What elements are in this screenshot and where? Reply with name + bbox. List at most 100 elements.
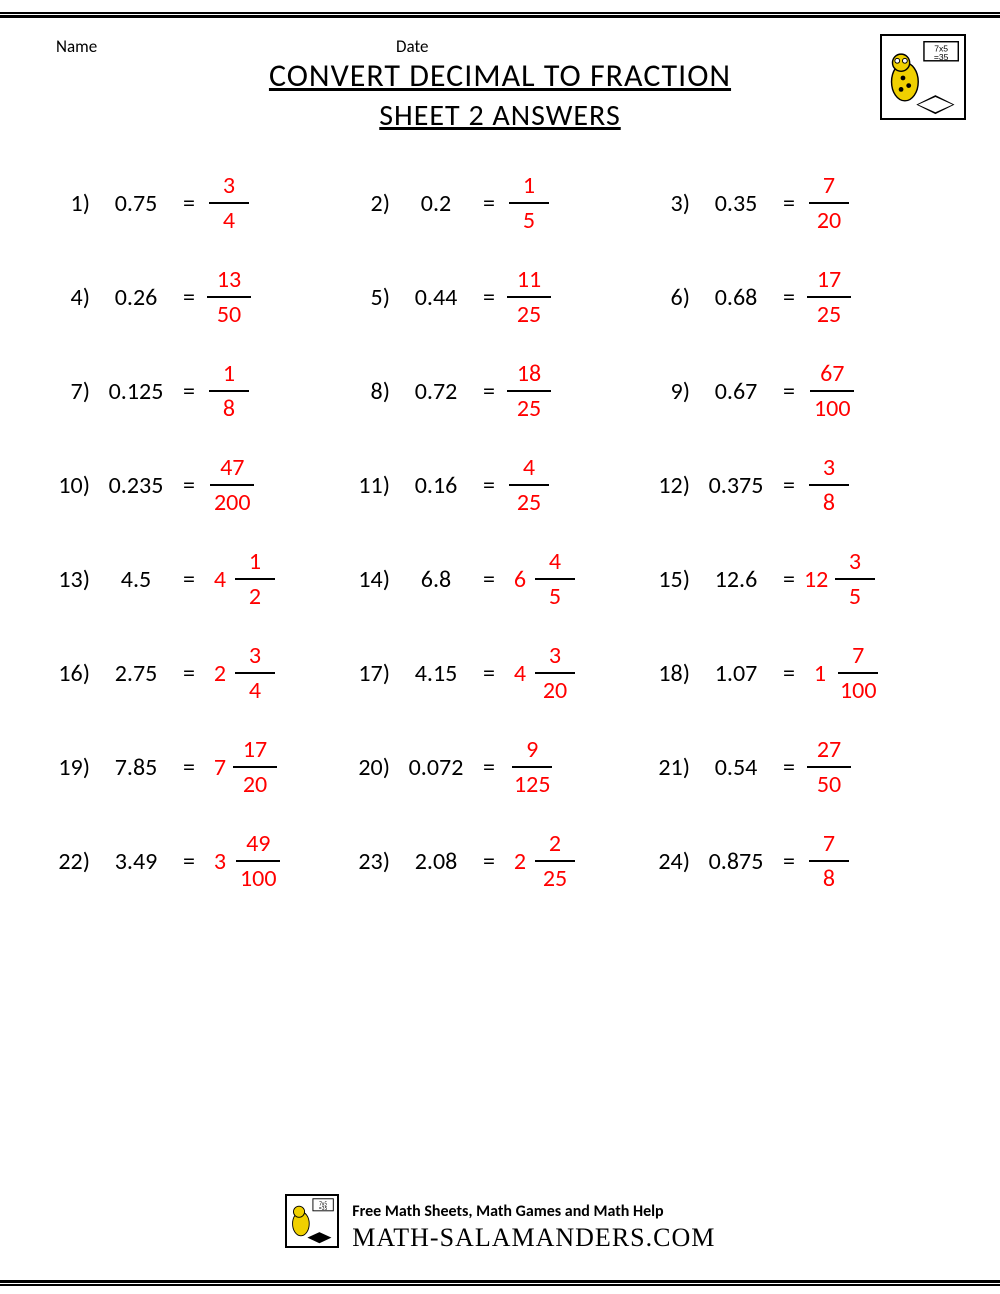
decimal-value: 0.235 bbox=[98, 471, 174, 500]
whole-part: 2 bbox=[204, 659, 230, 688]
problem: 18)1.07=17100 bbox=[650, 641, 950, 705]
fraction: 49100 bbox=[230, 829, 287, 893]
date-label: Date bbox=[396, 36, 428, 57]
problem: 21)0.54=2750 bbox=[650, 735, 950, 799]
problem-row: 4)0.26=13505)0.44=11256)0.68=1725 bbox=[50, 264, 950, 330]
decimal-value: 2.08 bbox=[398, 847, 474, 876]
denominator: 25 bbox=[507, 486, 551, 517]
problem-number: 12) bbox=[650, 471, 698, 500]
denominator: 25 bbox=[507, 392, 551, 423]
problem-row: 19)7.85=7172020)0.072=912521)0.54=2750 bbox=[50, 734, 950, 800]
denominator: 5 bbox=[835, 580, 875, 611]
problem-row: 13)4.5=41214)6.8=64515)12.6=1235 bbox=[50, 546, 950, 612]
problem: 20)0.072=9125 bbox=[350, 735, 650, 799]
denominator: 20 bbox=[533, 674, 577, 705]
denominator: 8 bbox=[209, 392, 249, 423]
footer-line-1: Free Math Sheets, Math Games and Math He… bbox=[352, 1202, 715, 1221]
problem-number: 3) bbox=[650, 189, 698, 218]
whole-part: 4 bbox=[204, 565, 230, 594]
numerator: 4 bbox=[509, 453, 549, 486]
numerator: 2 bbox=[535, 829, 575, 862]
equals-sign: = bbox=[474, 565, 504, 594]
fraction: 67100 bbox=[804, 359, 861, 423]
top-border bbox=[0, 12, 1000, 18]
footer-text: Free Math Sheets, Math Games and Math He… bbox=[352, 1202, 715, 1253]
problem-number: 23) bbox=[350, 847, 398, 876]
svg-text:=35: =35 bbox=[319, 1206, 328, 1212]
fraction: 1125 bbox=[504, 265, 554, 329]
problem-number: 20) bbox=[350, 753, 398, 782]
equals-sign: = bbox=[174, 847, 204, 876]
whole-part: 1 bbox=[804, 659, 830, 688]
whole-part: 3 bbox=[204, 847, 230, 876]
denominator: 50 bbox=[207, 298, 251, 329]
problem-number: 14) bbox=[350, 565, 398, 594]
decimal-value: 0.072 bbox=[398, 753, 474, 782]
problem: 5)0.44=1125 bbox=[350, 265, 650, 329]
problem: 24)0.875=78 bbox=[650, 829, 950, 893]
fraction: 35 bbox=[830, 547, 880, 611]
decimal-value: 0.26 bbox=[98, 283, 174, 312]
problem: 10)0.235=47200 bbox=[50, 453, 350, 517]
numerator: 1 bbox=[235, 547, 275, 580]
problem-number: 5) bbox=[350, 283, 398, 312]
equals-sign: = bbox=[774, 283, 804, 312]
title-line-1: CONVERT DECIMAL TO FRACTION bbox=[0, 56, 1000, 95]
problem: 6)0.68=1725 bbox=[650, 265, 950, 329]
numerator: 11 bbox=[507, 265, 551, 298]
decimal-value: 4.5 bbox=[98, 565, 174, 594]
fraction: 18 bbox=[204, 359, 254, 423]
numerator: 3 bbox=[809, 453, 849, 486]
problem-number: 6) bbox=[650, 283, 698, 312]
equals-sign: = bbox=[774, 377, 804, 406]
denominator: 20 bbox=[807, 204, 851, 235]
problem: 19)7.85=71720 bbox=[50, 735, 350, 799]
problem: 2)0.2=15 bbox=[350, 171, 650, 235]
decimal-value: 0.68 bbox=[698, 283, 774, 312]
numerator: 9 bbox=[512, 735, 552, 768]
problem: 17)4.15=4320 bbox=[350, 641, 650, 705]
decimal-value: 0.75 bbox=[98, 189, 174, 218]
footer-line-2: MATH-SALAMANDERS.COM bbox=[352, 1223, 715, 1253]
problem-number: 22) bbox=[50, 847, 98, 876]
title-block: CONVERT DECIMAL TO FRACTION SHEET 2 ANSW… bbox=[0, 56, 1000, 134]
problem-number: 19) bbox=[50, 753, 98, 782]
numerator: 7 bbox=[809, 171, 849, 204]
fraction: 47200 bbox=[204, 453, 261, 517]
denominator: 100 bbox=[830, 674, 887, 705]
fraction: 225 bbox=[530, 829, 580, 893]
problem-number: 13) bbox=[50, 565, 98, 594]
whole-part: 6 bbox=[504, 565, 530, 594]
footer-salamander-logo: 7x5 =35 bbox=[285, 1194, 339, 1248]
denominator: 20 bbox=[233, 768, 277, 799]
denominator: 100 bbox=[230, 862, 287, 893]
equals-sign: = bbox=[174, 283, 204, 312]
problem-row: 10)0.235=4720011)0.16=42512)0.375=38 bbox=[50, 452, 950, 518]
title-line-2: SHEET 2 ANSWERS bbox=[0, 97, 1000, 134]
problem-number: 17) bbox=[350, 659, 398, 688]
denominator: 5 bbox=[535, 580, 575, 611]
decimal-value: 4.15 bbox=[398, 659, 474, 688]
numerator: 17 bbox=[233, 735, 277, 768]
equals-sign: = bbox=[174, 565, 204, 594]
fraction: 2750 bbox=[804, 735, 854, 799]
denominator: 25 bbox=[807, 298, 851, 329]
whole-part: 12 bbox=[804, 565, 830, 594]
numerator: 1 bbox=[509, 171, 549, 204]
problem-number: 15) bbox=[650, 565, 698, 594]
fraction: 320 bbox=[530, 641, 580, 705]
denominator: 125 bbox=[504, 768, 561, 799]
denominator: 100 bbox=[804, 392, 861, 423]
numerator: 3 bbox=[835, 547, 875, 580]
footer: 7x5 =35 Free Math Sheets, Math Games and… bbox=[0, 1200, 1000, 1254]
fraction: 7100 bbox=[830, 641, 887, 705]
problem-number: 10) bbox=[50, 471, 98, 500]
equals-sign: = bbox=[774, 753, 804, 782]
whole-part: 4 bbox=[504, 659, 530, 688]
decimal-value: 0.67 bbox=[698, 377, 774, 406]
numerator: 1 bbox=[209, 359, 249, 392]
denominator: 4 bbox=[209, 204, 249, 235]
numerator: 13 bbox=[207, 265, 251, 298]
denominator: 5 bbox=[509, 204, 549, 235]
problem-row: 1)0.75=342)0.2=153)0.35=720 bbox=[50, 170, 950, 236]
